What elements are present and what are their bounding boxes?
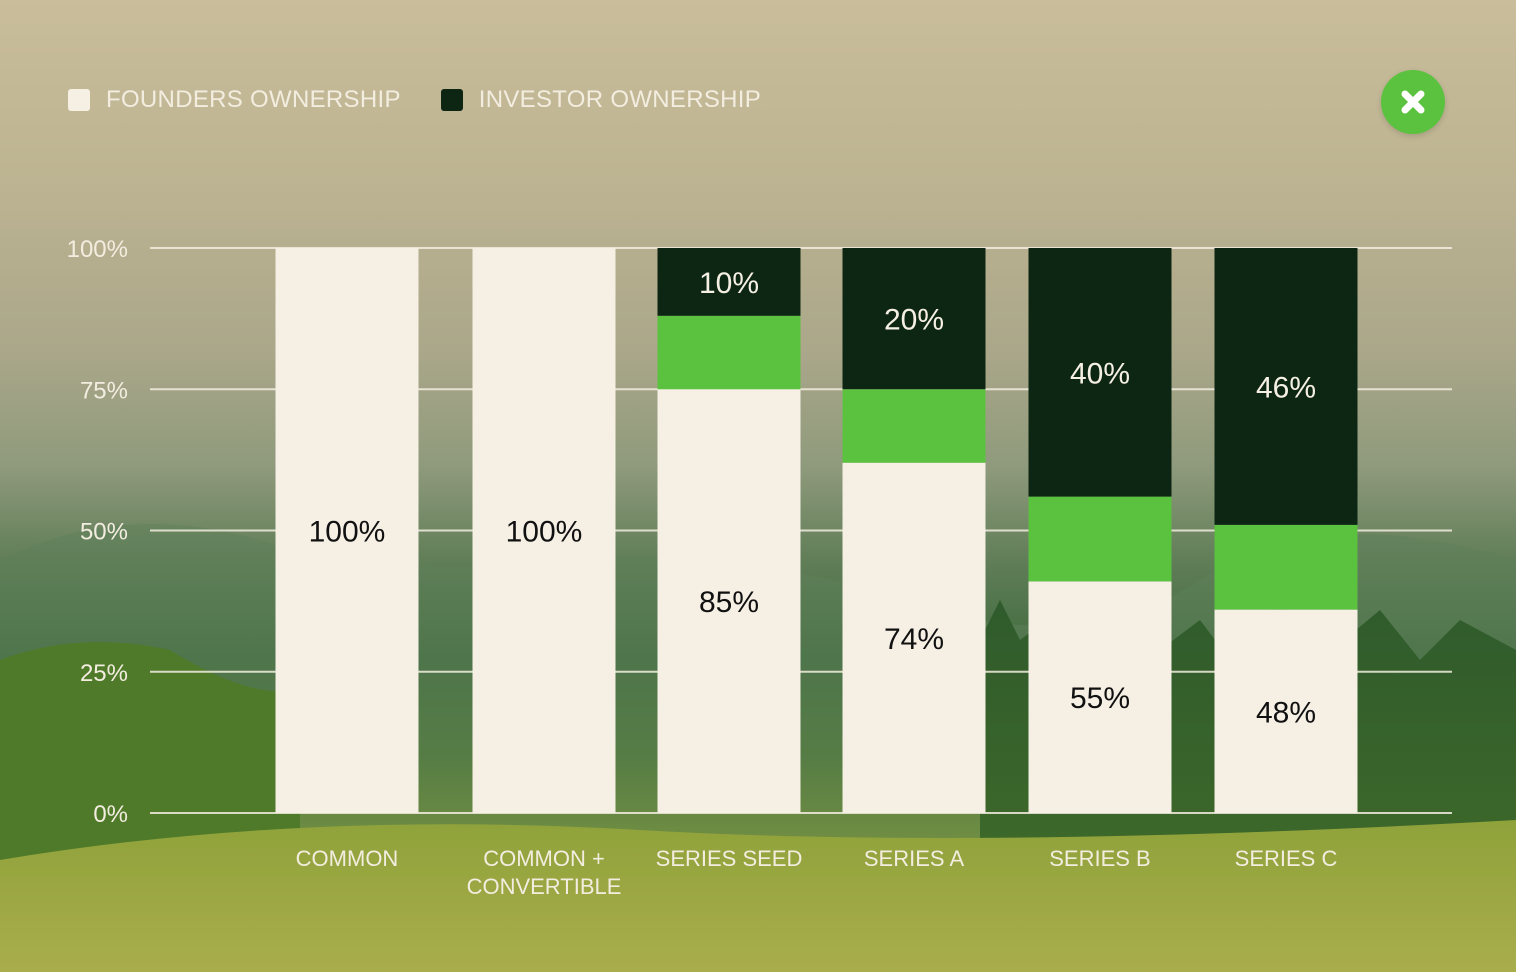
x-tick-label: SERIES C bbox=[1235, 846, 1338, 871]
legend-item-investor: INVESTOR OWNERSHIP bbox=[440, 86, 762, 114]
bar-segment bbox=[842, 462, 986, 813]
x-tick-label: COMMON + CONVERTIBLE bbox=[467, 846, 622, 899]
close-button[interactable] bbox=[1381, 70, 1445, 134]
founders-swatch bbox=[68, 89, 90, 111]
y-tick-label: 50% bbox=[80, 519, 128, 546]
data-label: 40% bbox=[1070, 357, 1130, 390]
data-label: 85% bbox=[699, 586, 759, 619]
close-icon bbox=[1401, 90, 1425, 114]
bar-segment bbox=[842, 389, 986, 463]
data-label: 46% bbox=[1256, 371, 1316, 404]
y-tick-label: 100% bbox=[67, 236, 128, 263]
bar-segment bbox=[1028, 248, 1172, 497]
data-label: 100% bbox=[309, 516, 386, 549]
data-label: 10% bbox=[699, 267, 759, 300]
bar-segment bbox=[1214, 248, 1358, 525]
bar-segment bbox=[275, 248, 419, 813]
y-tick-label: 25% bbox=[80, 660, 128, 687]
bar-segment bbox=[1028, 496, 1172, 582]
bar-segment bbox=[842, 248, 986, 390]
data-label: 100% bbox=[506, 516, 583, 549]
bar-segment bbox=[1214, 609, 1358, 813]
data-label: 74% bbox=[884, 623, 944, 656]
bar-segment bbox=[1214, 524, 1358, 610]
data-label: 20% bbox=[884, 304, 944, 337]
investor-swatch bbox=[440, 89, 463, 111]
bar-segment bbox=[472, 248, 616, 813]
x-tick-label: SERIES SEED bbox=[656, 846, 803, 871]
legend-label-founders: FOUNDERS OWNERSHIP bbox=[106, 86, 401, 113]
legend-label-investor: INVESTOR OWNERSHIP bbox=[478, 86, 762, 113]
bar-segment bbox=[657, 315, 801, 390]
y-tick-label: 0% bbox=[93, 801, 128, 828]
data-label: 55% bbox=[1070, 682, 1130, 715]
data-label: 48% bbox=[1256, 696, 1316, 729]
x-tick-label: SERIES A bbox=[864, 846, 965, 871]
bar-segment bbox=[1028, 581, 1172, 813]
bar-segment bbox=[657, 248, 801, 316]
legend-item-founders: FOUNDERS OWNERSHIP bbox=[68, 86, 401, 114]
bar-segment bbox=[657, 389, 801, 813]
chart-legend: FOUNDERS OWNERSHIP INVESTOR OWNERSHIP bbox=[68, 86, 801, 114]
x-tick-label: COMMON bbox=[296, 846, 399, 871]
x-tick-label: SERIES B bbox=[1049, 846, 1150, 871]
y-tick-label: 75% bbox=[80, 377, 128, 404]
